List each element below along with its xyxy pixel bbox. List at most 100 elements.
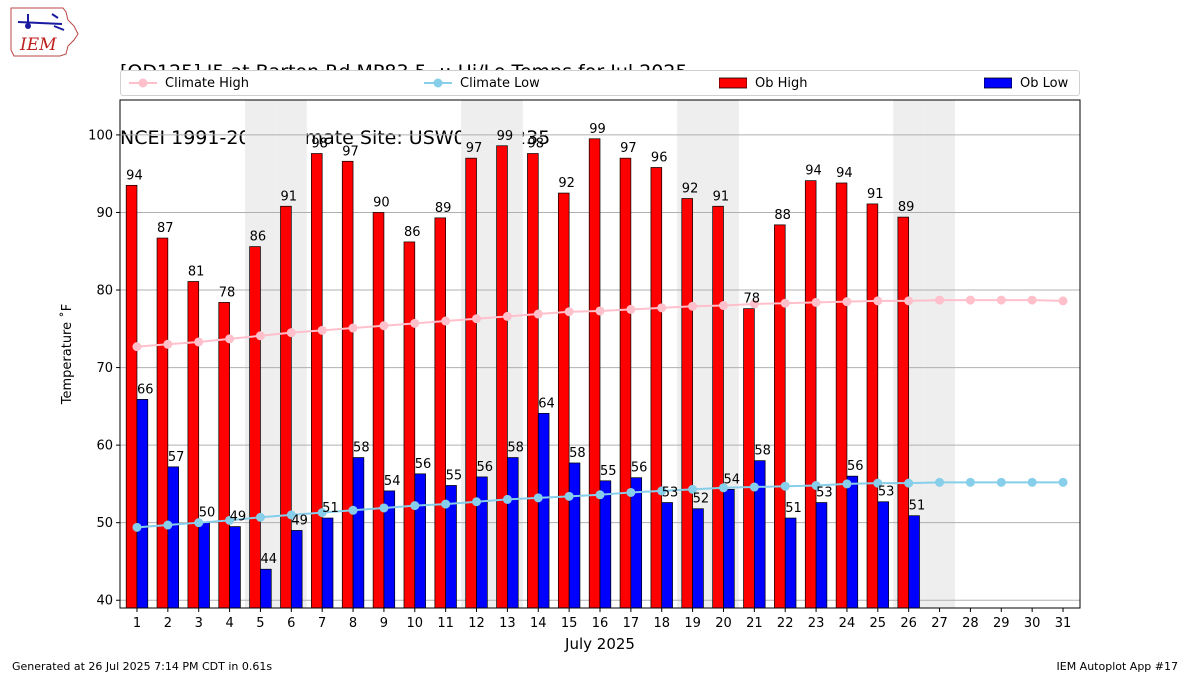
ob-high-label-23: 94 [805, 164, 822, 179]
ob-high-label-17: 97 [620, 141, 637, 156]
y-tick-label-60: 60 [96, 439, 113, 454]
legend-ob-low: Ob Low [984, 71, 1068, 95]
climate-high-point-16 [595, 306, 605, 316]
iem-logo-icon: IEM [10, 7, 79, 57]
ob-low-bar-6 [290, 530, 303, 609]
ob-low-bar-3 [198, 522, 210, 609]
ob-high-bar-25 [866, 203, 879, 609]
climate-high-point-19 [688, 301, 698, 311]
ob-low-bar-21 [753, 460, 766, 609]
y-tick-label-40: 40 [96, 594, 113, 609]
climate-high-point-6 [286, 328, 296, 338]
legend-climate-high-marker [129, 78, 157, 88]
climate-low-point-19 [688, 484, 698, 494]
climate-high-point-26 [904, 296, 914, 306]
ob-low-label-24: 56 [847, 459, 864, 474]
climate-low-point-15 [564, 491, 574, 501]
ob-low-bar-16 [599, 480, 612, 609]
ob-low-label-3: 50 [199, 506, 216, 521]
ob-low-label-15: 58 [569, 446, 586, 461]
legend-climate-high: Climate High [129, 71, 249, 95]
climate-low-point-11 [441, 499, 451, 509]
climate-high-point-1 [132, 342, 142, 352]
climate-low-point-8 [348, 505, 358, 515]
climate-high-point-8 [348, 323, 358, 333]
logo-text: IEM [19, 35, 57, 55]
x-tick-label-6: 6 [287, 616, 295, 631]
ob-high-label-12: 97 [466, 141, 483, 156]
ob-high-label-14: 98 [527, 137, 544, 152]
climate-high-point-25 [873, 296, 883, 306]
y-axis-label: Temperature ˚F [59, 304, 75, 405]
ob-high-bar-13 [496, 145, 508, 609]
ob-high-label-11: 89 [435, 201, 452, 216]
y-tick-label-90: 90 [96, 206, 113, 221]
ob-high-bar-24 [835, 182, 848, 609]
climate-low-point-4 [225, 515, 235, 525]
ob-high-label-24: 94 [836, 166, 853, 181]
climate-low-point-26 [904, 478, 914, 488]
ob-low-bar-2 [167, 466, 179, 609]
ob-high-bar-10 [403, 241, 416, 609]
x-tick-label-9: 9 [380, 616, 388, 631]
climate-high-point-9 [379, 321, 389, 331]
y-tick-label-100: 100 [88, 128, 113, 143]
ob-high-label-7: 98 [311, 137, 328, 152]
ob-low-label-10: 56 [415, 457, 432, 472]
climate-high-point-24 [842, 297, 852, 307]
climate-low-point-17 [626, 487, 636, 497]
x-tick-label-11: 11 [437, 616, 454, 631]
chart-legend: Climate High Climate Low Ob High Ob Low [120, 70, 1080, 96]
climate-low-point-9 [379, 503, 389, 513]
ob-high-label-3: 81 [188, 264, 205, 279]
ob-high-bar-18 [650, 167, 663, 609]
shaded-day-27 [924, 100, 955, 608]
climate-high-point-2 [163, 339, 173, 349]
x-tick-label-30: 30 [1024, 616, 1041, 631]
ob-low-bar-25 [877, 501, 889, 609]
ob-high-label-18: 96 [651, 150, 668, 165]
ob-high-bar-9 [372, 212, 385, 609]
ob-high-bar-14 [527, 153, 539, 609]
ob-high-bar-17 [619, 157, 632, 609]
x-tick-label-25: 25 [870, 616, 887, 631]
climate-low-point-25 [873, 478, 883, 488]
legend-ob-high-marker [719, 77, 747, 89]
x-tick-label-8: 8 [349, 616, 357, 631]
ob-low-label-16: 55 [600, 464, 617, 479]
ob-high-bar-16 [588, 138, 601, 609]
climate-low-point-24 [842, 479, 852, 489]
ob-low-label-26: 51 [909, 499, 926, 514]
climate-high-point-11 [441, 316, 451, 326]
x-tick-label-17: 17 [623, 616, 640, 631]
ob-high-bar-20 [712, 205, 724, 609]
climate-low-point-7 [317, 508, 327, 518]
climate-high-point-30 [1027, 295, 1037, 305]
climate-high-point-17 [626, 304, 636, 314]
x-tick-label-3: 3 [195, 616, 203, 631]
ob-high-bar-8 [341, 160, 354, 609]
climate-high-point-29 [996, 295, 1006, 305]
ob-high-bar-12 [465, 157, 477, 609]
legend-ob-high-label: Ob High [755, 75, 808, 91]
ob-low-bar-12 [476, 476, 488, 609]
x-tick-label-23: 23 [808, 616, 825, 631]
x-tick-label-2: 2 [164, 616, 172, 631]
climate-high-point-14 [533, 309, 543, 319]
legend-climate-low-label: Climate Low [460, 75, 540, 91]
climate-low-point-14 [533, 493, 543, 503]
ob-low-bar-13 [507, 457, 519, 609]
footer-generated: Generated at 26 Jul 2025 7:14 PM CDT in … [12, 660, 273, 673]
ob-low-bar-20 [723, 488, 735, 609]
ob-low-label-1: 66 [137, 382, 154, 397]
ob-low-bar-24 [846, 475, 859, 609]
x-tick-label-1: 1 [133, 616, 141, 631]
ob-high-label-1: 94 [126, 168, 143, 183]
x-tick-label-28: 28 [962, 616, 979, 631]
climate-high-point-10 [410, 318, 420, 328]
ob-low-label-5: 44 [260, 552, 277, 567]
x-tick-label-26: 26 [900, 616, 917, 631]
y-tick-label-70: 70 [96, 361, 113, 376]
ob-low-bar-4 [229, 526, 241, 609]
ob-high-label-6: 91 [281, 189, 298, 204]
